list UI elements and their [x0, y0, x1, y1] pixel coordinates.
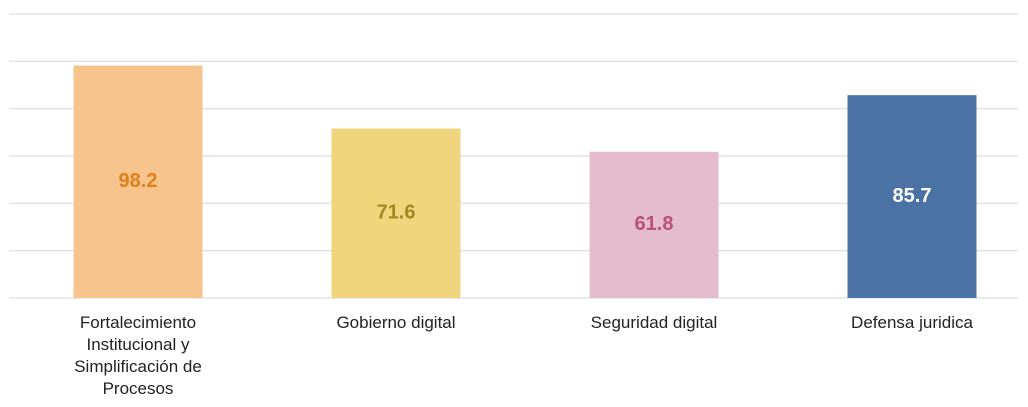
x-tick-label: Gobierno digital — [336, 313, 456, 332]
value-label: 61.8 — [635, 213, 674, 235]
bar — [73, 65, 203, 299]
x-tick-label: Seguridad digital — [590, 313, 718, 332]
value-label: 85.7 — [893, 185, 932, 207]
value-label: 98.2 — [119, 170, 158, 192]
bar — [589, 151, 719, 298]
value-label: 71.6 — [377, 202, 416, 224]
bar — [331, 128, 461, 298]
bar — [847, 95, 977, 298]
x-tick-label: Fortalecimiento Institucional y Simplifi… — [74, 313, 202, 398]
x-tick-label: Defensa juridica — [851, 313, 973, 332]
